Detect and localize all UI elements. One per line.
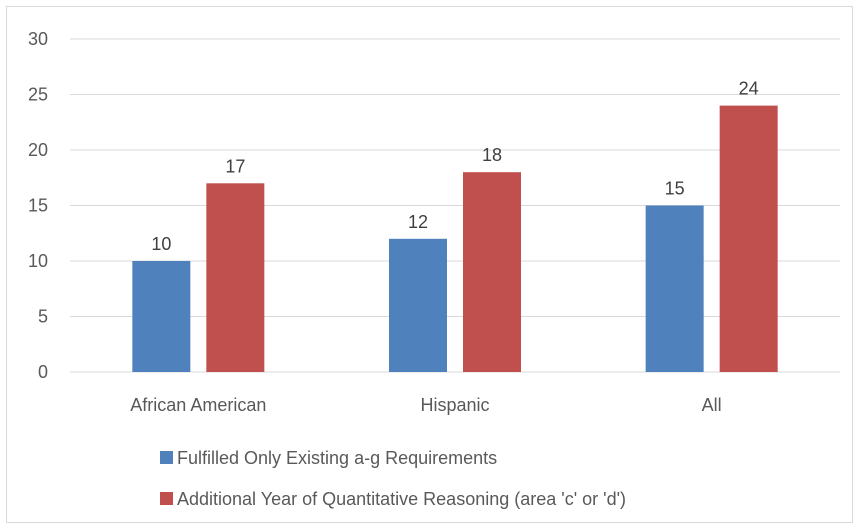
x-tick-label: African American [130, 395, 266, 415]
x-tick-label: Hispanic [420, 395, 489, 415]
data-label: 18 [482, 145, 502, 165]
x-tick-label: All [702, 395, 722, 415]
legend-label: Fulfilled Only Existing a-g Requirements [177, 448, 497, 468]
bar-hispanic-series-1 [389, 238, 447, 372]
data-label: 12 [408, 212, 428, 232]
y-tick-label: 30 [28, 29, 48, 49]
bar-african-american-series-1 [132, 261, 191, 372]
y-tick-label: 15 [28, 196, 48, 216]
bars [132, 105, 778, 372]
gridlines [70, 38, 840, 373]
y-tick-label: 0 [38, 362, 48, 382]
legend-label: Additional Year of Quantitative Reasonin… [177, 489, 626, 509]
data-label: 17 [225, 156, 245, 176]
bar-hispanic-series-2 [463, 172, 521, 372]
data-label: 15 [665, 179, 685, 199]
bar-african-american-series-2 [206, 183, 265, 372]
bar-all-series-1 [645, 205, 704, 372]
legend: Fulfilled Only Existing a-g Requirements… [160, 448, 626, 509]
data-label: 10 [151, 234, 171, 254]
legend-swatch [160, 492, 173, 505]
x-axis-ticks: African American Hispanic All [130, 395, 721, 415]
y-tick-label: 5 [38, 307, 48, 327]
data-labels: 10 17 12 18 15 24 [151, 79, 758, 254]
y-tick-label: 25 [28, 85, 48, 105]
bar-all-series-2 [719, 105, 778, 372]
data-label: 24 [739, 79, 759, 99]
y-tick-label: 10 [28, 251, 48, 271]
legend-swatch [160, 451, 173, 464]
y-axis-ticks: 0 5 10 15 20 25 30 [28, 29, 48, 382]
y-tick-label: 20 [28, 140, 48, 160]
